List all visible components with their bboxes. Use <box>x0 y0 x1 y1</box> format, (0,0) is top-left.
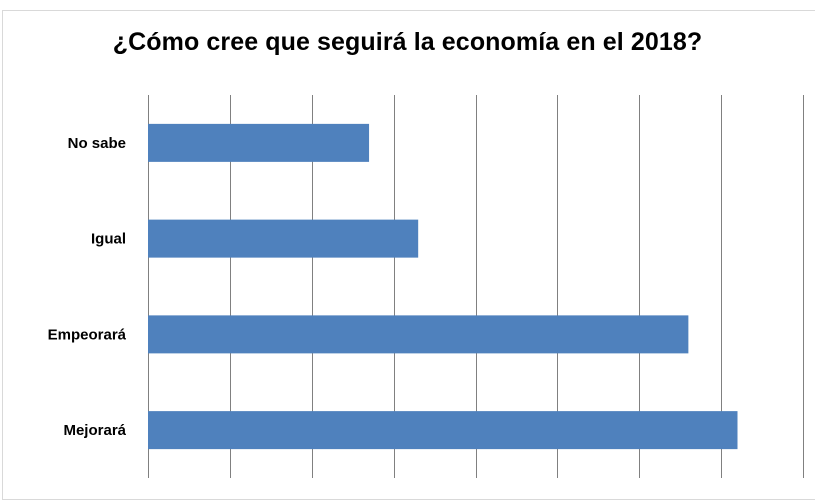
category-label: Empeorará <box>48 326 127 343</box>
bar <box>148 315 689 354</box>
category-labels: No sabe Igual Empeorará Mejorará <box>48 135 127 439</box>
bar <box>148 219 419 258</box>
chart-title: ¿Cómo cree que seguirá la economía en el… <box>112 28 703 56</box>
bar <box>148 411 738 450</box>
bars <box>148 123 738 450</box>
category-label: No sabe <box>68 135 126 152</box>
category-label: Igual <box>91 231 126 248</box>
category-label: Mejorará <box>63 422 126 439</box>
bar <box>148 123 370 162</box>
